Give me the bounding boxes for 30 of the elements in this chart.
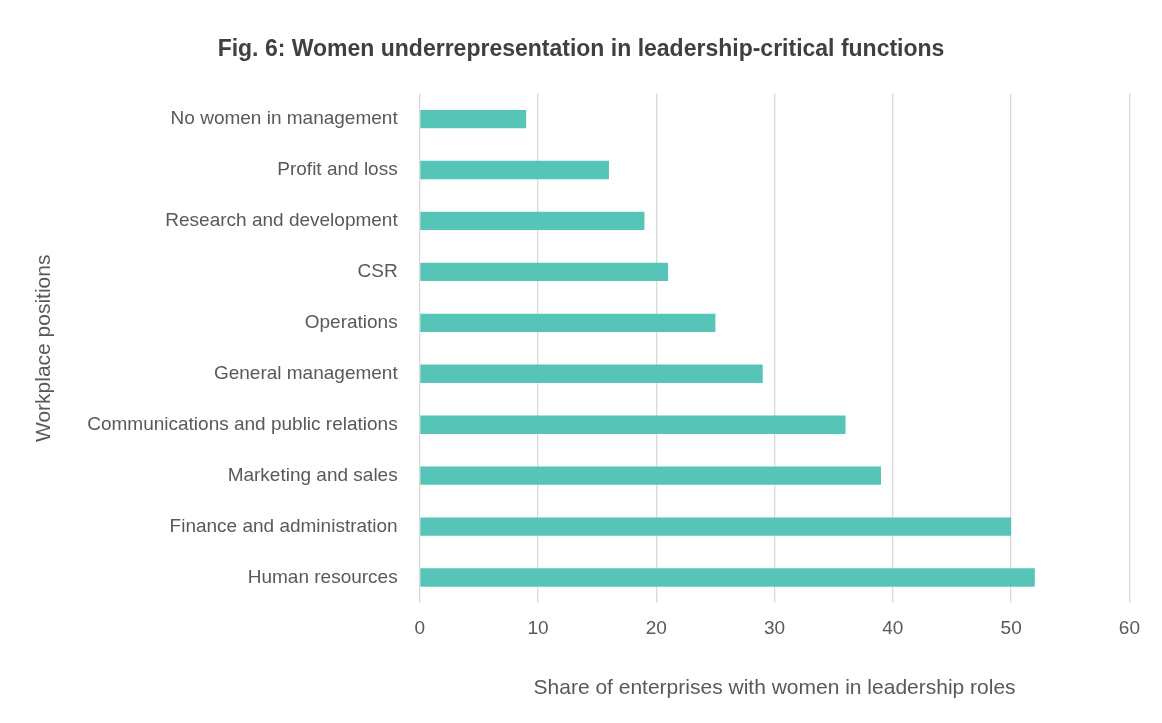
bar (420, 160, 609, 180)
y-tick-label: Communications and public relations (87, 412, 398, 434)
y-tick-label: Marketing and sales (227, 463, 398, 485)
y-tick-label: Operations (304, 311, 398, 333)
y-tick-label: Finance and administration (169, 514, 398, 536)
bar (420, 313, 716, 332)
bar (420, 211, 645, 231)
y-axis-title: Workplace positions (31, 254, 55, 443)
x-tick-label: 30 (763, 616, 786, 638)
y-tick-label: CSR (357, 260, 398, 282)
bar (420, 262, 669, 282)
bar (420, 109, 527, 129)
bar (420, 517, 1012, 536)
x-tick-label: 60 (1118, 616, 1140, 638)
x-tick-label: 0 (414, 616, 425, 638)
x-axis-title: Share of enterprises with women in leadership roles (533, 675, 1016, 699)
bar (420, 466, 882, 485)
x-tick-label: 40 (882, 616, 904, 638)
y-tick-label: Research and development (165, 209, 399, 231)
y-tick-label: No women in management (170, 107, 399, 129)
y-tick-label: Human resources (247, 565, 398, 587)
chart-title: Fig. 6: Women underrepresentation in leadership-critical functions (217, 35, 945, 62)
y-tick-label: General management (213, 362, 399, 383)
y-tick-label: Profit and loss (277, 158, 398, 180)
x-tick-label: 20 (645, 616, 667, 638)
x-tick-label: 10 (527, 616, 549, 638)
bar (420, 415, 846, 434)
bar (420, 364, 763, 383)
x-tick-label: 50 (1000, 616, 1022, 638)
bar (420, 568, 1035, 587)
